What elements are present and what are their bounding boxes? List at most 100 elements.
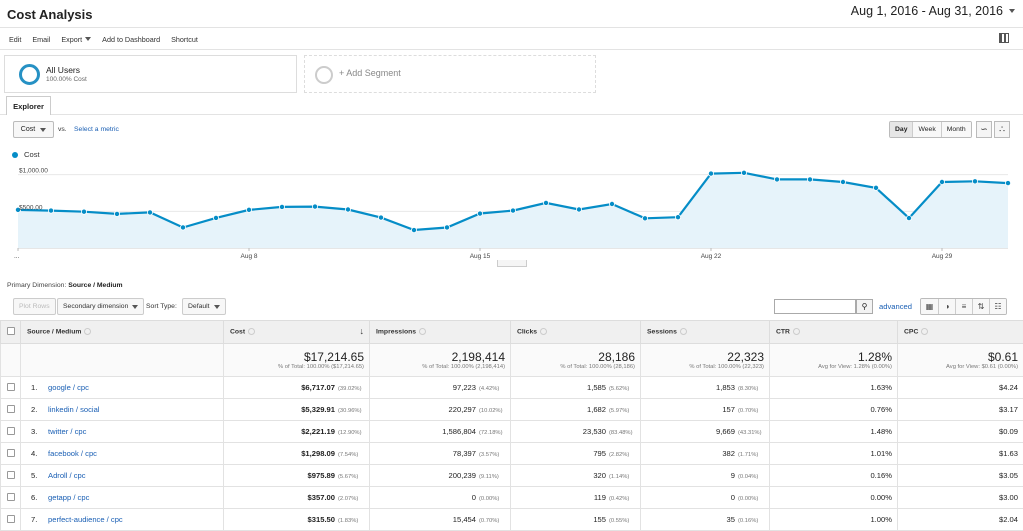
data-point[interactable] (344, 206, 351, 213)
help-icon[interactable] (248, 328, 256, 336)
data-point[interactable] (245, 206, 252, 213)
select-metric-link[interactable]: Select a metric (74, 126, 119, 133)
line-chart-icon[interactable]: ∽ (976, 121, 992, 138)
source-medium-link[interactable]: google / cpc (48, 383, 89, 392)
comparison-view-icon[interactable]: ⇅ (972, 299, 989, 314)
data-point[interactable] (675, 214, 682, 221)
email-button[interactable]: Email (32, 34, 51, 44)
row-checkbox[interactable] (0, 486, 21, 509)
metric-select-value: Cost (20, 126, 36, 133)
data-point[interactable] (48, 207, 55, 214)
data-point[interactable] (741, 169, 748, 176)
cost-cell: $357.00 (2.07%) (223, 486, 370, 509)
source-medium-link[interactable]: getapp / cpc (48, 493, 90, 502)
secondary-dimension-select[interactable]: Secondary dimension (57, 298, 145, 315)
source-medium-link[interactable]: twitter / cpc (48, 427, 87, 436)
chart-resize-handle[interactable] (497, 260, 527, 267)
data-point[interactable] (443, 224, 450, 231)
row-checkbox[interactable] (0, 442, 21, 465)
source-medium-link[interactable]: linkedin / social (48, 405, 100, 414)
edit-button[interactable]: Edit (9, 34, 22, 44)
sessions-value: 382 (722, 449, 735, 458)
help-icon[interactable] (679, 328, 687, 336)
data-point[interactable] (708, 170, 715, 177)
column-header-ctr[interactable]: CTR (769, 320, 898, 344)
add-segment-button[interactable]: + Add Segment (304, 55, 596, 93)
data-table-view-icon[interactable]: ▦ (921, 299, 938, 314)
metric-select[interactable]: Cost (13, 121, 54, 138)
impressions-percent: (4.42%) (479, 386, 500, 392)
data-point[interactable] (81, 208, 88, 215)
primary-dimension-value[interactable]: Source / Medium (68, 282, 123, 289)
date-range-picker[interactable]: Aug 1, 2016 - Aug 31, 2016 (851, 4, 1015, 18)
plot-rows-button[interactable]: Plot Rows (13, 298, 56, 315)
data-point[interactable] (278, 203, 285, 210)
export-button[interactable]: Export (61, 35, 92, 44)
segment-all-users[interactable]: All Users 100.00% Cost (4, 55, 297, 93)
source-medium-link[interactable]: perfect-audience / cpc (48, 515, 123, 524)
data-point[interactable] (377, 214, 384, 221)
row-checkbox[interactable] (0, 508, 21, 531)
data-point[interactable] (543, 199, 550, 206)
cost-cell: $1,298.09 (7.54%) (223, 442, 370, 465)
row-checkbox[interactable] (0, 376, 21, 399)
column-header-source-medium[interactable]: Source / Medium (20, 320, 224, 344)
select-all-checkbox[interactable] (0, 320, 21, 344)
source-medium-link[interactable]: Adroll / cpc (48, 471, 86, 480)
percentage-view-icon[interactable]: ◑ (938, 299, 955, 314)
advanced-filter-link[interactable]: advanced (879, 302, 912, 311)
data-point[interactable] (212, 214, 219, 221)
help-icon[interactable] (540, 328, 548, 336)
column-header-cpc[interactable]: CPC (897, 320, 1023, 344)
granularity-month-button[interactable]: Month (940, 122, 971, 137)
motion-chart-icon[interactable]: ∴ (994, 121, 1010, 138)
data-point[interactable] (114, 210, 121, 217)
data-point[interactable] (642, 215, 649, 222)
search-icon[interactable]: ⚲ (856, 299, 873, 314)
help-icon[interactable] (419, 328, 427, 336)
column-header-cost[interactable]: Cost ↓ (223, 320, 370, 344)
sort-type-select[interactable]: Default (182, 298, 226, 315)
data-point[interactable] (410, 227, 417, 234)
add-to-dashboard-button[interactable]: Add to Dashboard (102, 34, 161, 44)
data-point[interactable] (311, 203, 318, 210)
help-icon[interactable] (921, 328, 929, 336)
data-point[interactable] (873, 184, 880, 191)
table-search-input[interactable] (774, 299, 856, 314)
cost-percent: (1.83%) (338, 518, 359, 524)
help-icon[interactable] (792, 328, 800, 336)
row-checkbox[interactable] (0, 398, 21, 421)
qr-code-icon[interactable] (999, 33, 1009, 43)
data-point[interactable] (939, 178, 946, 185)
column-header-clicks[interactable]: Clicks (510, 320, 641, 344)
data-point[interactable] (840, 178, 847, 185)
performance-view-icon[interactable]: ≡ (955, 299, 972, 314)
data-point[interactable] (972, 178, 979, 185)
data-point[interactable] (774, 176, 781, 183)
data-point[interactable] (576, 206, 583, 213)
shortcut-button[interactable]: Shortcut (171, 34, 198, 44)
row-checkbox[interactable] (0, 464, 21, 487)
row-checkbox[interactable] (0, 420, 21, 443)
data-point[interactable] (509, 207, 516, 214)
tab-explorer[interactable]: Explorer (6, 96, 51, 115)
column-header-sessions[interactable]: Sessions (640, 320, 770, 344)
data-point[interactable] (1005, 180, 1012, 187)
data-point[interactable] (476, 210, 483, 217)
data-point[interactable] (146, 209, 153, 216)
pivot-view-icon[interactable]: ☷ (989, 299, 1006, 314)
checkbox-icon (6, 426, 15, 435)
report-toolbar: Edit Email Export Add to Dashboard Short… (0, 30, 1023, 48)
data-point[interactable] (807, 176, 814, 183)
granularity-day-button[interactable]: Day (890, 122, 913, 137)
cost-value: $1,298.09 (301, 449, 335, 458)
granularity-week-button[interactable]: Week (912, 122, 941, 137)
data-point[interactable] (14, 206, 21, 213)
data-point[interactable] (906, 215, 913, 222)
data-point[interactable] (609, 201, 616, 208)
impressions-cell: 200,239 (9.11%) (369, 464, 511, 487)
source-medium-link[interactable]: facebook / cpc (48, 449, 97, 458)
help-icon[interactable] (84, 328, 92, 336)
column-header-impressions[interactable]: Impressions (369, 320, 511, 344)
data-point[interactable] (179, 224, 186, 231)
